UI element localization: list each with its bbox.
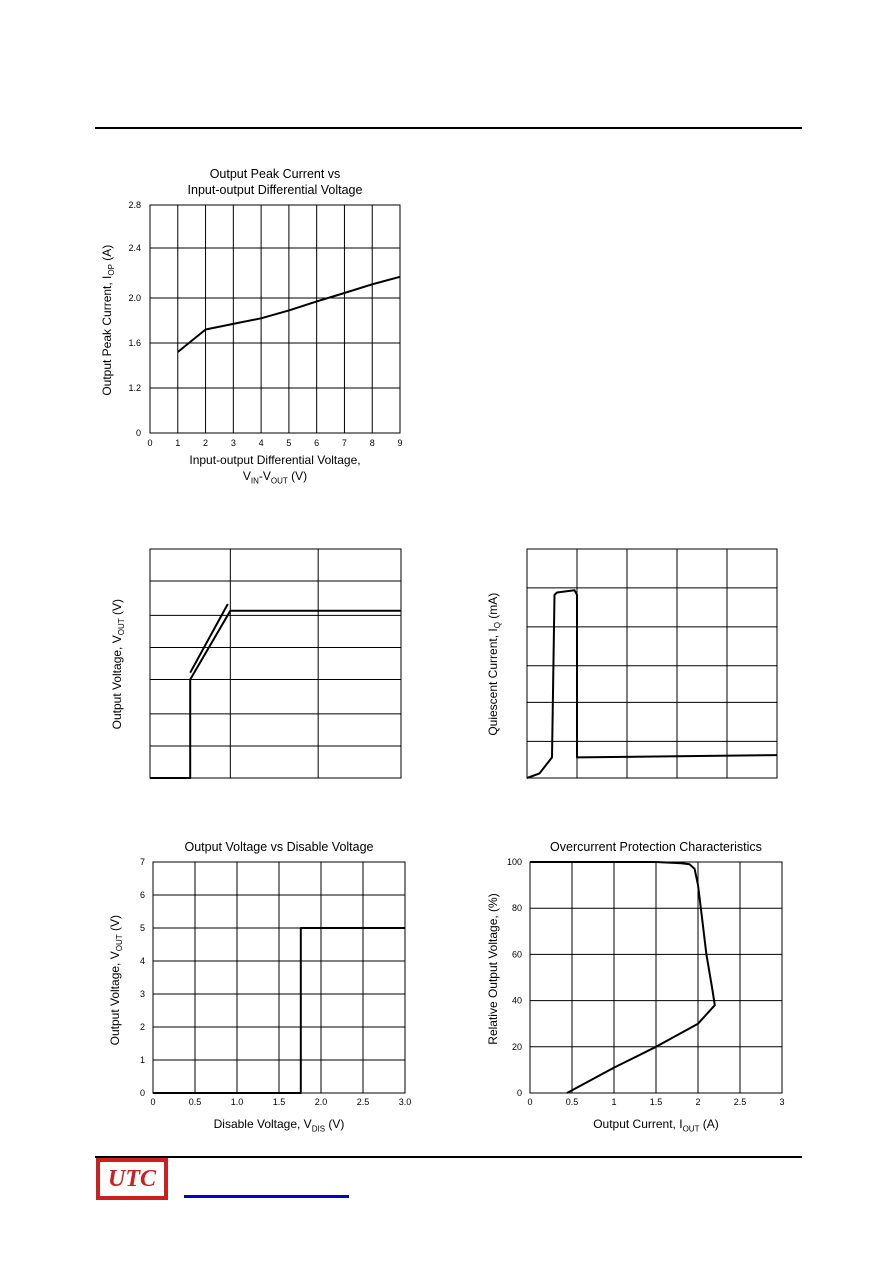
y-tick-label: 1 xyxy=(140,1055,145,1065)
footer-rule xyxy=(95,1156,802,1158)
x-tick-label: 4 xyxy=(259,438,264,448)
x-tick-label: 3 xyxy=(779,1097,784,1107)
overcurrent-chart: 0 0.5 1 1.5 2 2.5 3 0 20 40 60 80 100 xyxy=(507,857,785,1107)
y-tick-label: 40 xyxy=(512,996,522,1006)
utc-logo: UTC xyxy=(96,1158,168,1200)
series-line xyxy=(526,589,778,779)
x-tick-label: 2 xyxy=(203,438,208,448)
y-tick-label: 2 xyxy=(140,1022,145,1032)
vout-ylabel: Output Voltage, VOUT (V) xyxy=(109,599,127,730)
iq-ylabel: Quiescent Current, IQ (mA) xyxy=(485,592,503,736)
x-tick-label: 2.0 xyxy=(315,1097,328,1107)
disable-ylabel: Output Voltage, VOUT (V) xyxy=(107,915,125,1046)
x-tick-label: 1 xyxy=(611,1097,616,1107)
y-tick-label: 20 xyxy=(512,1042,522,1052)
disable-chart-title: Output Voltage vs Disable Voltage xyxy=(184,840,374,854)
y-tick-label: 80 xyxy=(512,903,522,913)
y-tick-label: 2.8 xyxy=(128,200,141,210)
x-tick-label: 0.5 xyxy=(566,1097,579,1107)
x-tick-label: 0.5 xyxy=(189,1097,202,1107)
x-tick-label: 3.0 xyxy=(399,1097,412,1107)
y-tick-label: 1.6 xyxy=(128,338,141,348)
disable-chart: 0 0.5 1.0 1.5 2.0 2.5 3.0 0 1 2 3 4 5 6 7 xyxy=(140,857,412,1107)
utc-logo-text: UTC xyxy=(100,1162,164,1196)
y-tick-label: 7 xyxy=(140,857,145,867)
x-tick-label: 9 xyxy=(397,438,402,448)
overcurrent-ylabel: Relative Output Voltage, (%) xyxy=(486,893,500,1045)
plot-frame xyxy=(149,548,402,779)
y-tick-label: 1.2 xyxy=(128,383,141,393)
x-tick-label: 2 xyxy=(695,1097,700,1107)
series-line xyxy=(150,609,401,779)
x-tick-label: 1 xyxy=(175,438,180,448)
x-tick-label: 0 xyxy=(147,438,152,448)
x-tick-label: 5 xyxy=(286,438,291,448)
disable-xlabel: Disable Voltage, VDIS (V) xyxy=(213,1117,345,1134)
peak-xlabel-line1: Input-output Differential Voltage, xyxy=(189,453,361,467)
x-tick-label: 1.5 xyxy=(650,1097,663,1107)
series-line xyxy=(153,927,405,1094)
peak-chart: 0 1 2 3 4 5 6 7 8 9 0 1.2 1.6 2.0 2.4 2.8 xyxy=(128,200,402,448)
y-tick-label: 60 xyxy=(512,949,522,959)
y-tick-label: 0 xyxy=(140,1088,145,1098)
x-tick-label: 3 xyxy=(231,438,236,448)
y-tick-label: 3 xyxy=(140,989,145,999)
website-link-underline[interactable] xyxy=(184,1195,349,1198)
y-tick-label: 4 xyxy=(140,956,145,966)
vout-chart xyxy=(149,548,402,779)
x-tick-label: 2.5 xyxy=(357,1097,370,1107)
iq-chart xyxy=(526,548,778,779)
y-tick-label: 0 xyxy=(517,1088,522,1098)
x-tick-label: 8 xyxy=(370,438,375,448)
x-tick-label: 1.0 xyxy=(231,1097,244,1107)
series-line xyxy=(177,275,401,353)
x-tick-label: 6 xyxy=(314,438,319,448)
y-tick-label: 0 xyxy=(136,428,141,438)
plot-frame xyxy=(149,204,401,434)
peak-xlabel-line2: VIN-VOUT (V) xyxy=(242,469,308,486)
y-tick-label: 6 xyxy=(140,890,145,900)
peak-chart-title-line1: Output Peak Current vs xyxy=(209,167,341,181)
series-line xyxy=(189,603,229,674)
x-tick-label: 2.5 xyxy=(734,1097,747,1107)
overcurrent-chart-title: Overcurrent Protection Characteristics xyxy=(550,840,762,854)
y-tick-label: 100 xyxy=(507,857,522,867)
x-tick-label: 0 xyxy=(150,1097,155,1107)
peak-ylabel: Output Peak Current, IOP (A) xyxy=(99,244,117,396)
x-tick-label: 7 xyxy=(342,438,347,448)
y-tick-label: 2.0 xyxy=(128,293,141,303)
series-line xyxy=(530,861,716,1094)
x-tick-label: 0 xyxy=(527,1097,532,1107)
plot-frame xyxy=(526,548,778,779)
y-tick-label: 5 xyxy=(140,923,145,933)
peak-chart-title-line2: Input-output Differential Voltage xyxy=(187,183,363,197)
header-rule xyxy=(95,127,802,129)
x-tick-label: 1.5 xyxy=(273,1097,286,1107)
y-tick-label: 2.4 xyxy=(128,243,141,253)
overcurrent-xlabel: Output Current, IOUT (A) xyxy=(593,1117,719,1134)
